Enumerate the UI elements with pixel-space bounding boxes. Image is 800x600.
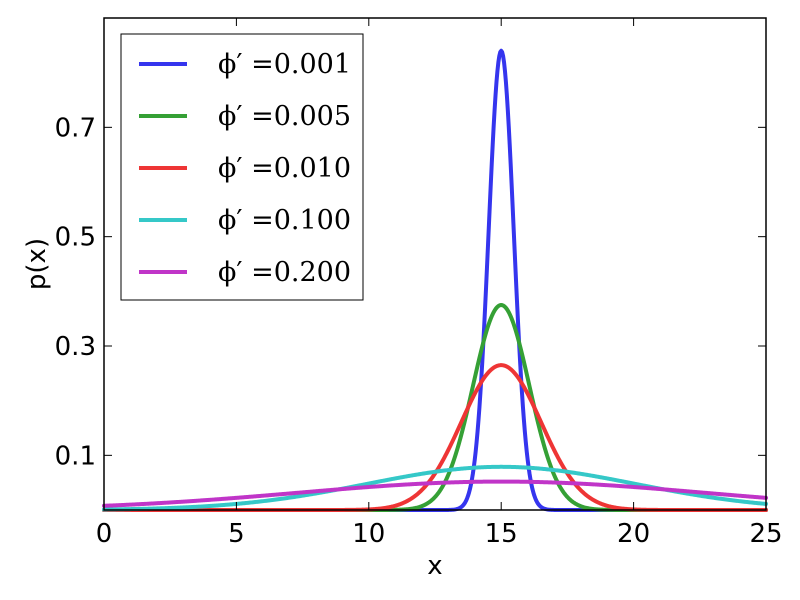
- y-tick-label: 0.5: [55, 223, 96, 253]
- x-tick-label: 0: [96, 519, 113, 549]
- y-tick-label: 0.7: [55, 113, 96, 143]
- x-tick-label: 15: [485, 519, 518, 549]
- legend-label-0: ϕ′ =0.001: [218, 49, 351, 80]
- legend-label-3: ϕ′ =0.100: [218, 205, 351, 236]
- series-line-1: [102, 303, 768, 512]
- y-tick-label: 0.1: [55, 441, 96, 471]
- legend: ϕ′ =0.001 ϕ′ =0.005 ϕ′ =0.010 ϕ′ =0.100 ϕ′ =…: [120, 33, 364, 301]
- legend-label-2: ϕ′ =0.010: [218, 153, 351, 184]
- y-axis-label: p(x): [22, 238, 52, 290]
- plot-frame: [103, 17, 767, 511]
- y-tick-label: 0.3: [55, 332, 96, 362]
- x-tick-label: 5: [228, 519, 245, 549]
- series-line-4: [102, 479, 768, 508]
- x-tick-label: 20: [617, 519, 650, 549]
- legend-label-1: ϕ′ =0.005: [218, 101, 351, 132]
- legend-label-4: ϕ′ =0.200: [218, 257, 351, 288]
- x-axis-label: x: [427, 551, 442, 581]
- ticks-layer: 0 5 10 15 20 25 0.1 0.3 0.5 0.7: [55, 18, 783, 549]
- x-tick-label: 10: [352, 519, 385, 549]
- x-tick-label: 25: [749, 519, 782, 549]
